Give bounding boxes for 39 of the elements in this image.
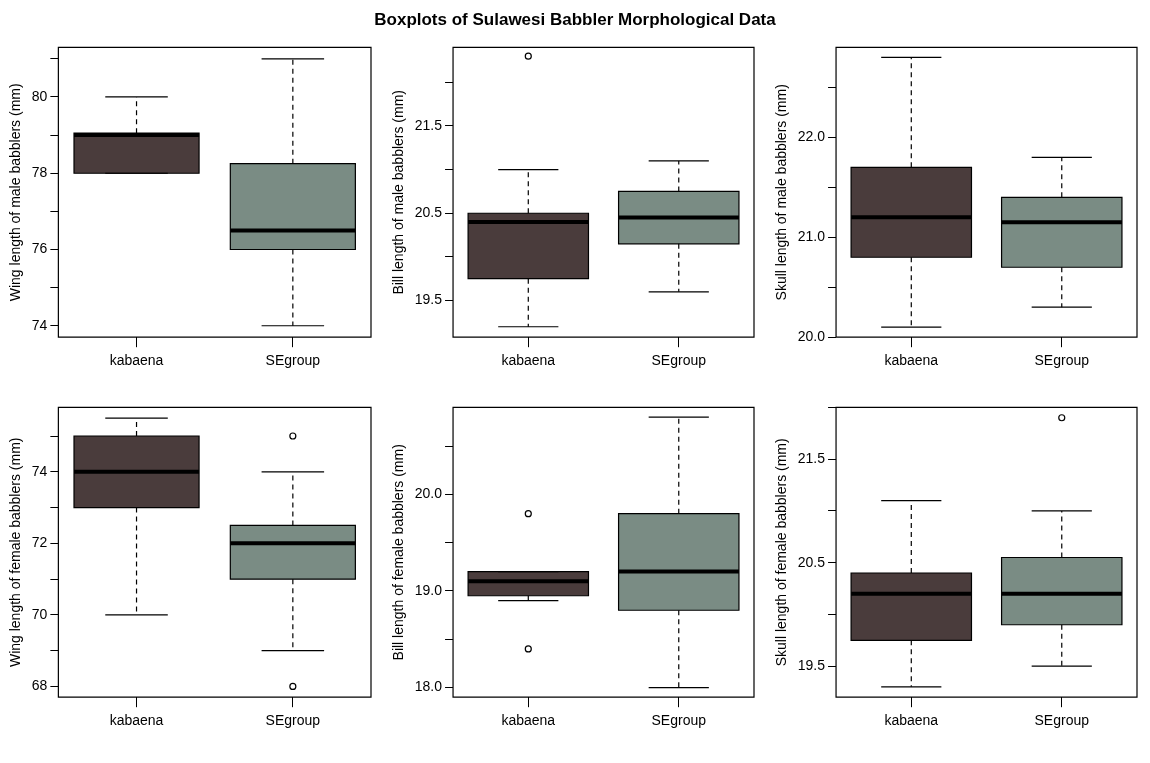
y-tick-label: 74 [31, 462, 48, 479]
x-tick-label: SEgroup [651, 712, 707, 729]
x-tick-label: kabaena [501, 712, 556, 729]
y-tick-label: 18.0 [414, 678, 443, 695]
x-tick-label: kabaena [884, 352, 939, 369]
y-tick-label: 68 [31, 677, 48, 694]
x-tick-label: kabaena [109, 712, 164, 729]
y-axis-title: Bill length of female babblers (mm) [390, 444, 407, 661]
y-tick-label: 19.5 [414, 291, 443, 308]
x-tick-label: SEgroup [651, 352, 707, 369]
y-tick-label: 21.0 [797, 228, 826, 245]
y-tick-label: 76 [31, 240, 48, 257]
y-tick-label: 20.5 [797, 553, 826, 570]
y-tick-label: 19.5 [797, 657, 826, 674]
y-tick-label: 22.0 [797, 128, 826, 145]
y-tick-label: 72 [31, 534, 48, 551]
y-axis-title: Skull length of male babblers (mm) [773, 84, 790, 301]
y-tick-label: 20.0 [414, 485, 443, 502]
x-tick-label: kabaena [109, 352, 164, 369]
x-tick-label: SEgroup [265, 712, 321, 729]
chart-title: Boxplots of Sulawesi Babbler Morphological Data [373, 9, 777, 31]
y-axis-title: Skull length of female babblers (mm) [773, 438, 790, 667]
y-tick-label: 20.5 [414, 204, 443, 221]
y-tick-label: 78 [31, 164, 48, 181]
y-tick-label: 20.0 [797, 328, 826, 345]
y-axis-title: Bill length of male babblers (mm) [390, 89, 407, 295]
x-tick-label: SEgroup [265, 352, 321, 369]
y-axis-title: Wing length of male babblers (mm) [7, 83, 24, 302]
y-tick-label: 80 [31, 87, 48, 104]
x-tick-label: SEgroup [1034, 712, 1090, 729]
y-tick-label: 70 [31, 605, 48, 622]
x-tick-label: SEgroup [1034, 352, 1090, 369]
x-tick-label: kabaena [501, 352, 556, 369]
x-tick-label: kabaena [884, 712, 939, 729]
y-tick-label: 19.0 [414, 581, 443, 598]
y-tick-label: 21.5 [797, 450, 826, 467]
y-axis-title: Wing length of female babblers (mm) [7, 437, 24, 668]
y-tick-label: 74 [31, 316, 48, 333]
y-tick-label: 21.5 [414, 116, 443, 133]
